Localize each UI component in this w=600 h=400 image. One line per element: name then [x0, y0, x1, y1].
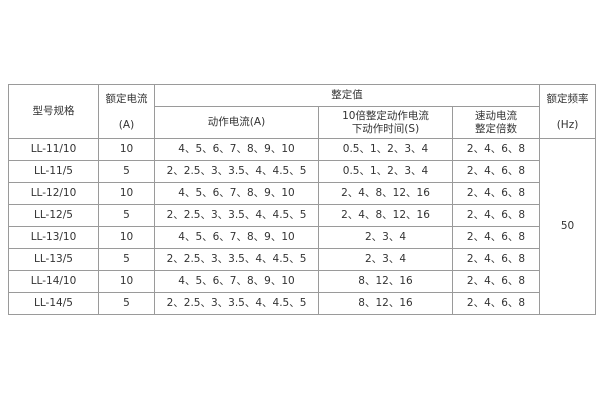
header-action-current: 动作电流(A) [154, 106, 319, 139]
cell-model: LL-14/10 [8, 270, 99, 293]
cell-rated: 10 [98, 270, 155, 293]
cell-model: LL-12/10 [8, 182, 99, 205]
table-body: LL-11/10 10 4、5、6、7、8、9、10 0.5、1、2、3、4 2、4、6… [8, 138, 597, 315]
header-setting-group: 整定值 [153, 84, 541, 107]
cell-time: 2、4、8、12、16 [318, 182, 453, 205]
header-rated-current-label: 额定电流 [105, 92, 148, 105]
cell-multiple: 2、4、6、8 [451, 226, 541, 249]
cell-multiple: 2、4、6、8 [451, 182, 541, 205]
cell-model: LL-11/10 [8, 138, 99, 161]
cell-model: LL-13/5 [8, 248, 99, 271]
header-model: 型号规格 [8, 84, 99, 139]
header-rated-frequency-unit: (Hz) [556, 118, 579, 131]
cell-multiple: 2、4、6、8 [451, 248, 541, 271]
cell-time: 2、3、4 [318, 248, 453, 271]
header-action-time-line2: 下动作时间(S) [351, 122, 420, 135]
header-action-time-line1: 10倍整定动作电流 [342, 109, 429, 122]
cell-current: 4、5、6、7、8、9、10 [154, 138, 319, 161]
header-quick-multiple-line2: 整定倍数 [475, 122, 517, 135]
cell-rated: 5 [98, 204, 155, 227]
table-row: LL-13/5 5 2、2.5、3、3.5、4、4.5、5 2、3、4 2、4、6、8 [8, 248, 596, 271]
cell-multiple: 2、4、6、8 [451, 160, 541, 183]
header-rated-current-unit: (A) [118, 118, 135, 131]
table-row: LL-14/5 5 2、2.5、3、3.5、4、4.5、5 8、12、16 2、4、6、… [8, 292, 596, 315]
cell-rated: 5 [98, 292, 155, 315]
table-row: LL-12/5 5 2、2.5、3、3.5、4、4.5、5 2、4、8、12、16 2、… [8, 204, 596, 227]
cell-frequency: 50 [539, 138, 597, 315]
header-quick-multiple: 速动电流 整定倍数 [451, 106, 541, 139]
cell-multiple: 2、4、6、8 [451, 204, 541, 227]
cell-rated: 10 [98, 226, 155, 249]
cell-model: LL-13/10 [8, 226, 99, 249]
table-row: LL-11/5 5 2、2.5、3、3.5、4、4.5、5 0.5、1、2、3、4 2、… [8, 160, 596, 183]
header-quick-multiple-line1: 速动电流 [475, 109, 517, 122]
cell-current: 2、2.5、3、3.5、4、4.5、5 [154, 292, 319, 315]
header-action-time: 10倍整定动作电流 下动作时间(S) [318, 106, 453, 139]
cell-rated: 10 [98, 138, 155, 161]
cell-current: 2、2.5、3、3.5、4、4.5、5 [154, 248, 319, 271]
cell-rated: 10 [98, 182, 155, 205]
cell-model: LL-14/5 [8, 292, 99, 315]
cell-multiple: 2、4、6、8 [451, 270, 541, 293]
cell-current: 4、5、6、7、8、9、10 [154, 270, 319, 293]
table-row: LL-13/10 10 4、5、6、7、8、9、10 2、3、4 2、4、6、8 [8, 226, 596, 249]
table-row: LL-12/10 10 4、5、6、7、8、9、10 2、4、8、12、16 2、4、6… [8, 182, 596, 205]
table-row: LL-14/10 10 4、5、6、7、8、9、10 8、12、16 2、4、6、8 [8, 270, 596, 293]
cell-rated: 5 [98, 160, 155, 183]
cell-multiple: 2、4、6、8 [451, 138, 541, 161]
spec-table: 型号规格 额定电流 (A) 整定值 额定频率 (Hz) 动作电流(A) 10倍整… [8, 84, 597, 315]
cell-time: 8、12、16 [318, 270, 453, 293]
cell-current: 4、5、6、7、8、9、10 [154, 226, 319, 249]
cell-rated: 5 [98, 248, 155, 271]
cell-time: 0.5、1、2、3、4 [318, 160, 453, 183]
header-rated-frequency: 额定频率 (Hz) [539, 84, 597, 139]
cell-current: 2、2.5、3、3.5、4、4.5、5 [154, 204, 319, 227]
header-rated-frequency-label: 额定频率 [546, 92, 589, 105]
cell-model: LL-11/5 [8, 160, 99, 183]
cell-multiple: 2、4、6、8 [451, 292, 541, 315]
cell-time: 8、12、16 [318, 292, 453, 315]
cell-model: LL-12/5 [8, 204, 99, 227]
cell-current: 2、2.5、3、3.5、4、4.5、5 [154, 160, 319, 183]
header-rated-current: 额定电流 (A) [98, 84, 155, 139]
cell-current: 4、5、6、7、8、9、10 [154, 182, 319, 205]
table-row: LL-11/10 10 4、5、6、7、8、9、10 0.5、1、2、3、4 2、4、6… [8, 138, 597, 315]
cell-time: 2、3、4 [318, 226, 453, 249]
cell-time: 2、4、8、12、16 [318, 204, 453, 227]
cell-time: 0.5、1、2、3、4 [318, 138, 453, 161]
